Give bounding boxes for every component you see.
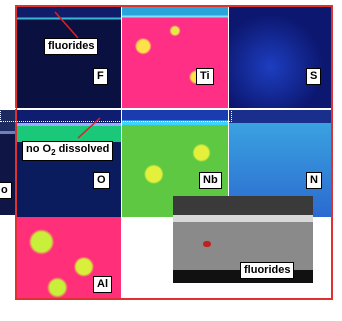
text: no O (26, 143, 51, 155)
text: dissolved (56, 143, 110, 155)
marker (203, 241, 211, 247)
annotation: no O2 dissolved (22, 141, 113, 161)
page: o F Ti S O Nb N Al fluorides no O2 disso… (0, 0, 342, 321)
annotation: fluorides (240, 262, 294, 279)
